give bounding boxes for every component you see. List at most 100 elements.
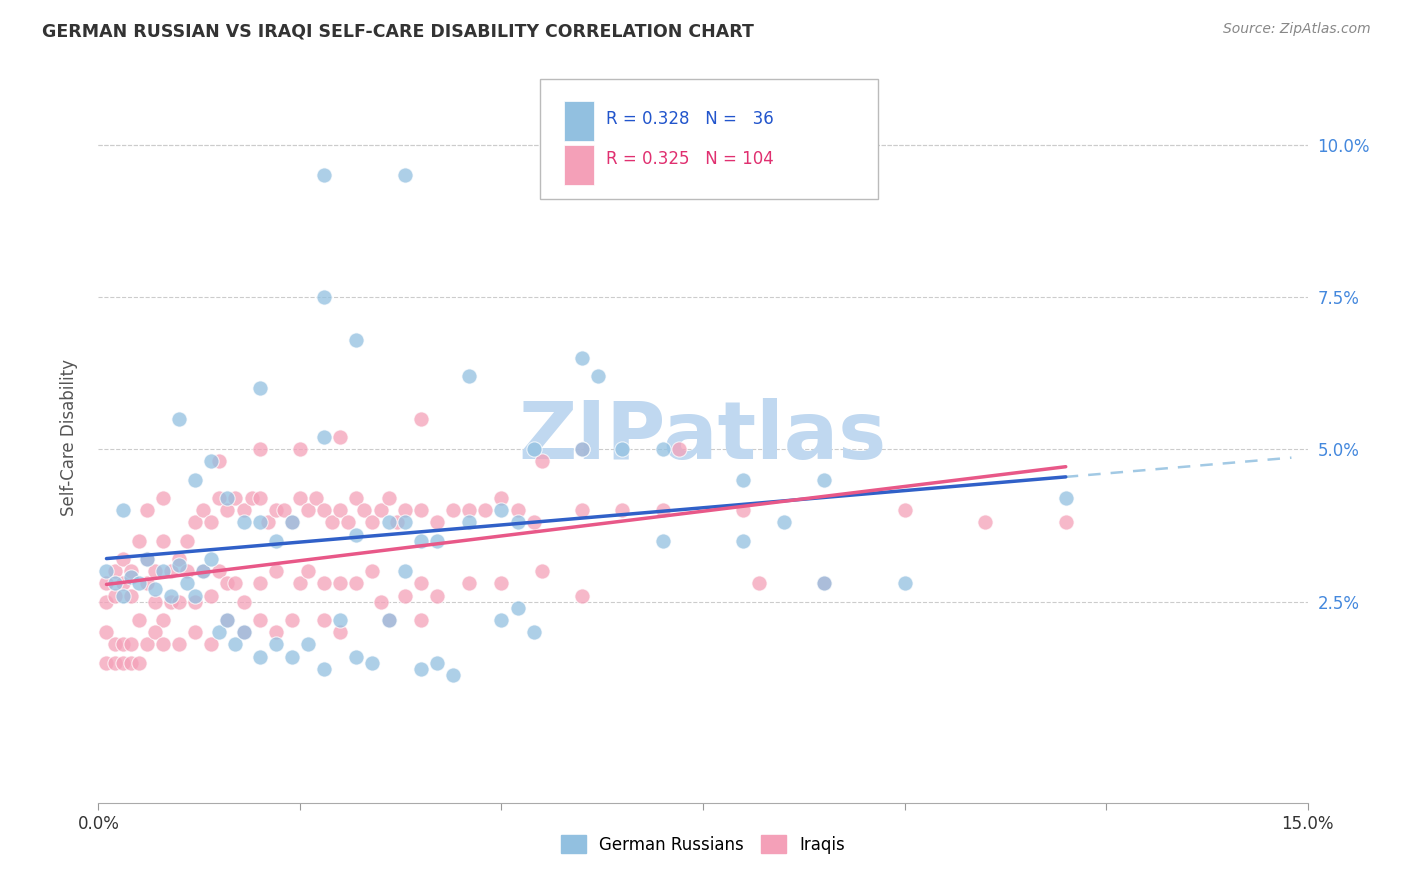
Point: [264, 625, 287, 640]
Point: [224, 576, 246, 591]
Point: [329, 613, 352, 627]
Point: [184, 625, 207, 640]
Point: [184, 516, 207, 530]
Point: [273, 503, 295, 517]
Point: [128, 656, 150, 670]
Point: [167, 552, 190, 566]
Point: [135, 552, 157, 566]
Point: [120, 589, 142, 603]
Bar: [564, 145, 595, 185]
Point: [111, 637, 134, 651]
Point: [612, 442, 634, 457]
Point: [135, 503, 157, 517]
Bar: [564, 101, 595, 141]
Point: [651, 503, 673, 517]
Point: [96, 625, 118, 640]
Point: [506, 516, 529, 530]
Point: [249, 516, 271, 530]
Point: [288, 491, 311, 505]
Point: [668, 442, 690, 457]
Point: [200, 637, 222, 651]
Point: [152, 533, 174, 548]
Point: [193, 503, 215, 517]
Point: [426, 516, 449, 530]
Point: [329, 503, 352, 517]
Point: [160, 564, 183, 578]
Text: R = 0.325   N = 104: R = 0.325 N = 104: [606, 150, 775, 168]
Point: [249, 576, 271, 591]
Point: [208, 491, 231, 505]
Point: [733, 473, 755, 487]
Point: [264, 564, 287, 578]
Point: [297, 637, 319, 651]
Point: [409, 503, 432, 517]
Point: [394, 168, 416, 182]
Point: [893, 503, 915, 517]
Point: [523, 625, 546, 640]
Point: [249, 613, 271, 627]
Point: [974, 516, 997, 530]
Point: [571, 351, 593, 365]
Point: [176, 576, 198, 591]
Point: [506, 600, 529, 615]
Point: [394, 589, 416, 603]
Point: [256, 516, 278, 530]
Point: [111, 503, 134, 517]
Point: [143, 582, 166, 597]
Point: [813, 473, 835, 487]
Point: [232, 625, 254, 640]
Point: [314, 168, 336, 182]
Point: [314, 290, 336, 304]
Point: [344, 527, 367, 541]
Point: [232, 594, 254, 608]
Point: [135, 637, 157, 651]
Point: [344, 491, 367, 505]
Point: [128, 576, 150, 591]
Point: [217, 491, 239, 505]
Point: [217, 576, 239, 591]
Point: [651, 442, 673, 457]
Point: [586, 369, 609, 384]
Point: [167, 594, 190, 608]
Point: [111, 552, 134, 566]
Point: [733, 533, 755, 548]
Point: [530, 564, 553, 578]
Point: [458, 369, 481, 384]
Point: [385, 516, 408, 530]
Point: [200, 516, 222, 530]
Point: [426, 589, 449, 603]
Point: [103, 637, 125, 651]
Point: [167, 412, 190, 426]
Point: [111, 656, 134, 670]
Point: [167, 558, 190, 573]
Point: [135, 552, 157, 566]
Point: [772, 516, 794, 530]
Point: [474, 503, 496, 517]
Point: [143, 594, 166, 608]
Point: [128, 533, 150, 548]
Text: ZIPatlas: ZIPatlas: [519, 398, 887, 476]
Point: [491, 576, 513, 591]
Point: [329, 625, 352, 640]
Point: [361, 516, 384, 530]
Point: [571, 503, 593, 517]
Point: [200, 454, 222, 468]
Y-axis label: Self-Care Disability: Self-Care Disability: [59, 359, 77, 516]
Point: [409, 576, 432, 591]
Point: [1054, 491, 1077, 505]
Point: [409, 412, 432, 426]
Point: [288, 576, 311, 591]
Point: [426, 656, 449, 670]
Point: [152, 613, 174, 627]
Point: [128, 613, 150, 627]
Point: [176, 533, 198, 548]
Point: [160, 594, 183, 608]
Point: [152, 491, 174, 505]
Point: [249, 491, 271, 505]
Point: [232, 516, 254, 530]
Point: [297, 503, 319, 517]
Point: [394, 516, 416, 530]
Point: [394, 503, 416, 517]
Text: R = 0.328   N =   36: R = 0.328 N = 36: [606, 110, 775, 128]
Point: [240, 491, 263, 505]
